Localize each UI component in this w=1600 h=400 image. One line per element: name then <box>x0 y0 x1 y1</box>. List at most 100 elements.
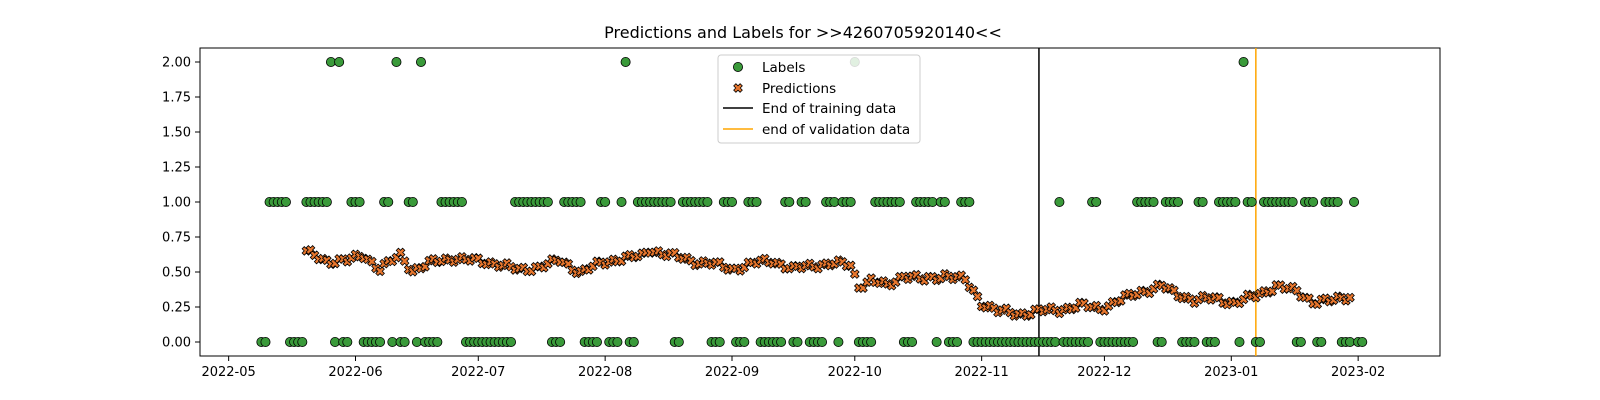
label-point <box>1246 196 1257 207</box>
label-point <box>845 196 856 207</box>
x-tick-label: 2022-06 <box>328 365 382 380</box>
label-point <box>1332 196 1343 207</box>
label-point <box>1173 196 1184 207</box>
x-tick-label: 2022-11 <box>954 365 1008 380</box>
x-tick-label: 2022-07 <box>451 365 505 380</box>
label-point <box>1287 196 1298 207</box>
y-tick-label: 1.50 <box>162 126 191 141</box>
label-point <box>1128 336 1139 347</box>
prediction-point <box>395 247 406 258</box>
label-point <box>620 57 631 68</box>
prediction-point <box>845 260 856 271</box>
label-point <box>1230 196 1241 207</box>
label-point <box>1234 336 1245 347</box>
label-point <box>297 336 308 347</box>
label-point <box>407 196 418 207</box>
y-tick-label: 1.25 <box>162 161 191 176</box>
label-point <box>321 196 332 207</box>
prediction-point <box>399 256 410 266</box>
label-point <box>939 196 950 207</box>
label-point <box>342 336 353 347</box>
label-point <box>334 57 345 68</box>
label-point <box>628 336 639 347</box>
x-tick-label: 2022-10 <box>828 365 882 380</box>
y-tick-label: 1.00 <box>162 196 191 211</box>
label-point <box>866 336 877 347</box>
legend-predictions-marker <box>733 83 743 93</box>
prediction-points <box>301 245 1355 321</box>
x-tick-label: 2022-05 <box>201 365 255 380</box>
label-point <box>1054 196 1065 207</box>
legend-labels-marker <box>733 62 744 73</box>
label-point <box>673 336 684 347</box>
legend: Labels Predictions End of training data … <box>717 54 921 144</box>
label-point <box>1189 336 1200 347</box>
prediction-point <box>1345 292 1355 303</box>
label-point <box>280 196 291 207</box>
legend-train-end-text: End of training data <box>762 101 896 117</box>
prediction-point <box>849 269 860 279</box>
legend-predictions-x <box>733 83 743 93</box>
label-point <box>800 196 811 207</box>
label-point <box>1295 336 1306 347</box>
label-point <box>665 196 676 207</box>
label-point <box>542 196 553 207</box>
label-point <box>1254 336 1265 347</box>
label-point <box>260 336 271 347</box>
prediction-point <box>972 291 983 302</box>
x-tick-label: 2022-12 <box>1077 365 1131 380</box>
label-point <box>383 196 394 207</box>
prediction-point <box>375 266 385 277</box>
label-point <box>784 196 795 207</box>
label-point <box>375 336 386 347</box>
y-tick-label: 0.50 <box>162 266 191 281</box>
label-point <box>1308 196 1319 207</box>
label-point <box>555 336 566 347</box>
label-point <box>1316 336 1327 347</box>
label-point <box>702 196 713 207</box>
label-point <box>399 336 410 347</box>
label-point <box>952 336 963 347</box>
chart-title: Predictions and Labels for >>42607059201… <box>604 23 1002 42</box>
label-point <box>391 57 402 68</box>
label-point <box>776 336 787 347</box>
label-point <box>1083 336 1094 347</box>
label-point <box>931 336 942 347</box>
y-tick-label: 1.75 <box>162 91 191 106</box>
label-point <box>792 336 803 347</box>
y-tick-label: 2.00 <box>162 56 191 71</box>
legend-predictions-text: Predictions <box>762 81 836 97</box>
y-tick-label: 0.75 <box>162 231 191 246</box>
x-tick-label: 2022-09 <box>705 365 759 380</box>
legend-labels-text: Labels <box>762 60 805 76</box>
label-point <box>456 196 467 207</box>
label-point <box>1091 196 1102 207</box>
label-point <box>727 196 738 207</box>
label-point <box>506 336 517 347</box>
label-point <box>714 336 725 347</box>
label-point <box>415 57 426 68</box>
label-point <box>894 196 905 207</box>
label-point <box>575 196 586 207</box>
legend-box <box>717 54 921 144</box>
y-axis: 0.00 0.25 0.50 0.75 1.00 1.25 1.50 1.75 2.00 <box>162 56 200 351</box>
x-tick-label: 2023-02 <box>1331 365 1385 380</box>
label-point <box>591 336 602 347</box>
label-point <box>751 196 762 207</box>
label-point <box>354 196 365 207</box>
label-point <box>739 336 750 347</box>
label-point <box>612 336 623 347</box>
label-point <box>1349 196 1360 207</box>
label-point <box>432 336 443 347</box>
label-point <box>1148 196 1159 207</box>
label-point <box>600 196 611 207</box>
label-point <box>833 336 844 347</box>
label-point <box>1357 336 1368 347</box>
y-tick-label: 0.00 <box>162 336 191 351</box>
label-point <box>616 196 627 207</box>
legend-val-end-text: end of validation data <box>762 122 910 138</box>
label-point <box>1197 196 1208 207</box>
x-tick-label: 2022-08 <box>578 365 632 380</box>
label-point <box>907 336 918 347</box>
